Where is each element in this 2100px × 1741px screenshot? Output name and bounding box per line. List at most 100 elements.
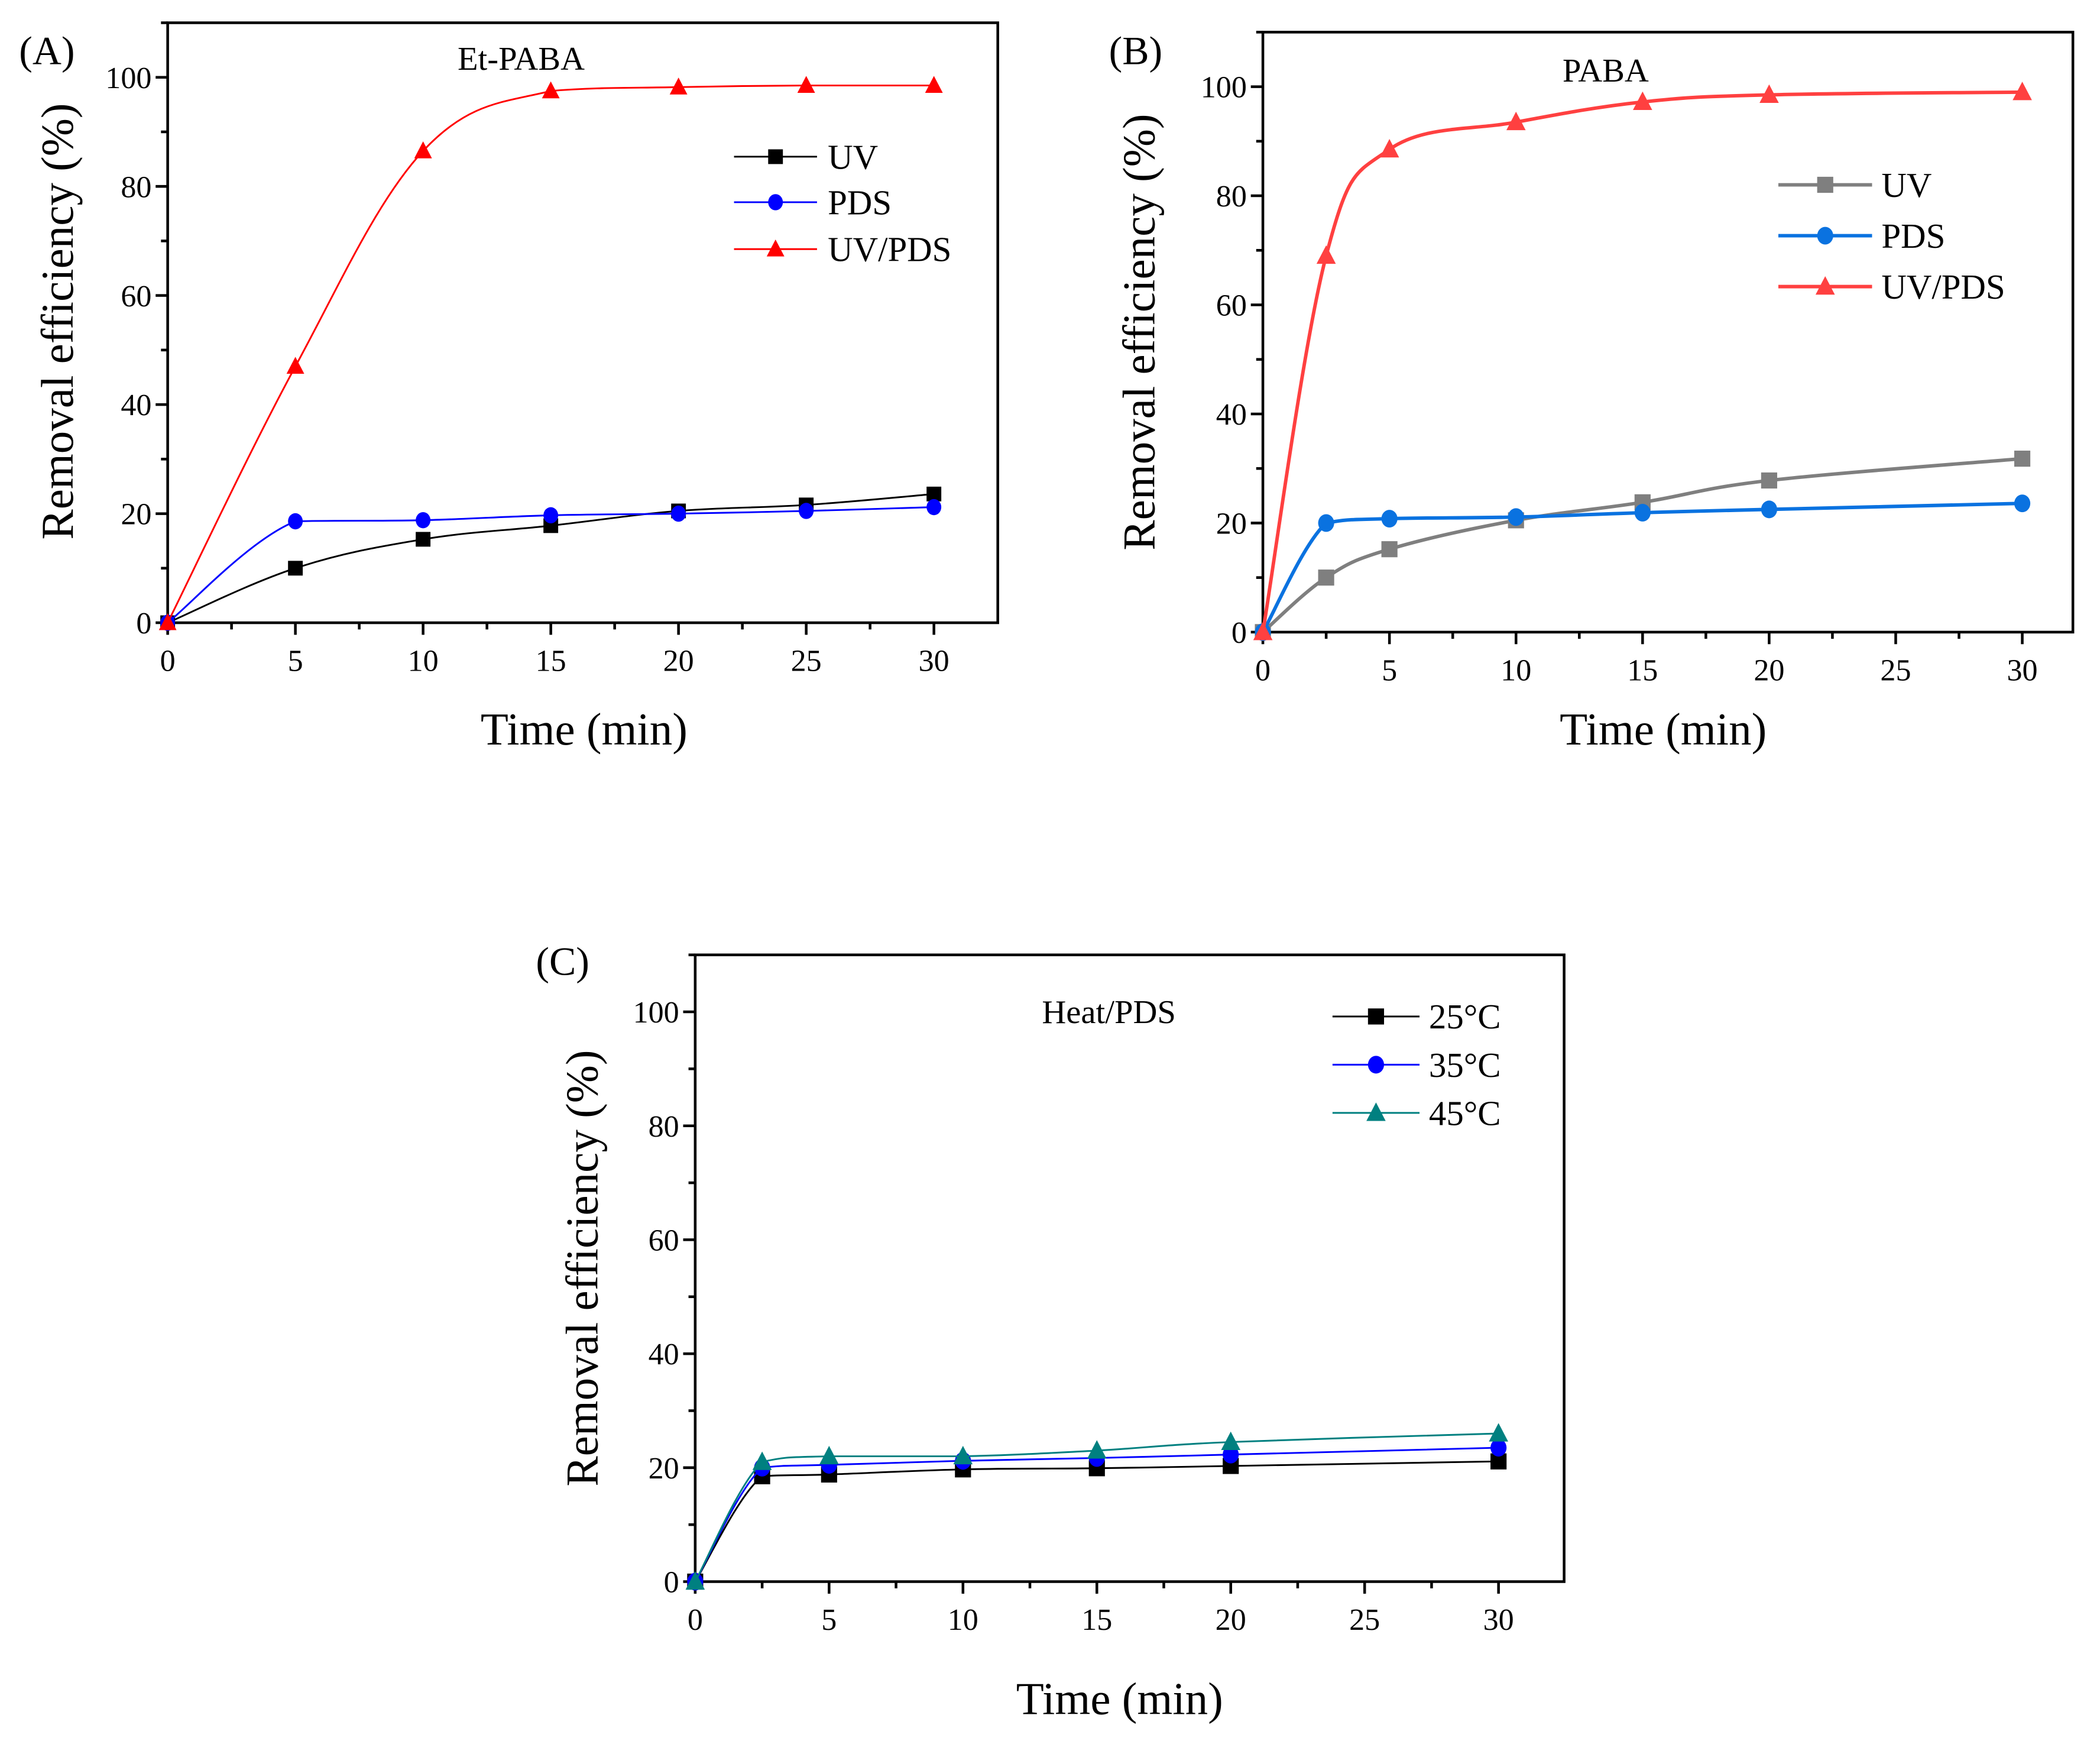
x-tick-label: 0 <box>160 645 176 678</box>
x-tick-label: 30 <box>1483 1603 1514 1637</box>
y-tick-label: 0 <box>1232 616 1247 650</box>
y-tick-label: 100 <box>1201 71 1247 105</box>
x-tick-label: 5 <box>821 1603 837 1637</box>
x-axis-label: Time (min) <box>1560 704 1767 755</box>
chart-title: Heat/PDS <box>1042 994 1175 1031</box>
x-tick-label: 30 <box>2007 653 2037 687</box>
data-point <box>543 507 559 524</box>
data-point <box>799 503 814 519</box>
legend-label: PDS <box>828 183 892 222</box>
data-point <box>1316 245 1336 264</box>
x-tick-label: 0 <box>688 1603 703 1637</box>
y-tick-label: 0 <box>664 1566 679 1600</box>
x-tick-label: 10 <box>408 645 439 678</box>
data-point <box>926 499 942 516</box>
data-point <box>1223 1445 1239 1464</box>
y-axis-label: Removal efficiency (%) <box>557 1050 608 1487</box>
y-tick-label: 100 <box>105 62 151 95</box>
data-point <box>288 561 303 576</box>
data-point <box>1318 514 1334 532</box>
x-axis-label: Time (min) <box>1016 1674 1223 1724</box>
data-point <box>1508 508 1524 526</box>
data-point <box>1761 472 1777 489</box>
legend-label: UV <box>828 138 878 176</box>
data-point <box>797 76 815 93</box>
legend-label: 25°C <box>1429 998 1501 1036</box>
data-point <box>752 1451 772 1470</box>
y-tick-label: 80 <box>121 170 151 204</box>
data-point <box>2014 494 2031 513</box>
y-tick-label: 40 <box>1216 398 1247 432</box>
series-line-uv <box>1262 457 2023 634</box>
data-point <box>1506 111 1526 131</box>
data-point <box>1318 569 1334 586</box>
data-point <box>1759 84 1779 103</box>
data-point <box>1634 503 1651 522</box>
panel-c: (C) Heat/PDS Time (min) Removal efficien… <box>536 939 1566 1724</box>
data-point <box>416 532 431 547</box>
data-point <box>1381 510 1398 528</box>
x-axis-label: Time (min) <box>481 704 688 755</box>
legend-marker <box>1817 226 1833 245</box>
y-tick-label: 20 <box>649 1452 679 1486</box>
data-point <box>158 613 177 630</box>
x-tick-label: 15 <box>1081 1603 1112 1637</box>
x-tick-label: 0 <box>1255 653 1271 687</box>
legend-marker <box>766 240 785 257</box>
x-tick-label: 5 <box>288 645 303 678</box>
legend-label: UV/PDS <box>1881 268 2005 306</box>
legend-marker <box>1815 276 1835 295</box>
panel-b: (B) PABA Time (min) Removal efficiency (… <box>1109 28 2075 755</box>
y-tick-label: 40 <box>649 1338 679 1371</box>
x-tick-label: 20 <box>1754 653 1784 687</box>
x-tick-label: 15 <box>1627 653 1658 687</box>
data-point <box>414 141 432 158</box>
legend-marker <box>1366 1102 1386 1121</box>
legend-marker <box>1367 1056 1385 1074</box>
data-point <box>288 513 303 530</box>
legend-label: UV/PDS <box>828 231 951 269</box>
x-tick-label: 20 <box>663 645 694 678</box>
legend-label: PDS <box>1881 217 1945 255</box>
y-tick-label: 20 <box>1216 507 1247 541</box>
data-point <box>1221 1431 1241 1451</box>
panel-label: (C) <box>536 939 589 984</box>
data-point <box>286 357 304 374</box>
data-point <box>1379 138 1399 158</box>
legend-label: UV <box>1881 166 1932 205</box>
x-tick-label: 10 <box>948 1603 978 1637</box>
data-point <box>1632 91 1652 110</box>
data-point <box>2014 451 2031 467</box>
chart-title: Et-PABA <box>458 41 585 77</box>
panel-label: (B) <box>1109 28 1163 73</box>
x-tick-label: 5 <box>1382 653 1397 687</box>
x-tick-label: 15 <box>536 645 566 678</box>
y-tick-label: 0 <box>136 607 151 640</box>
y-tick-label: 80 <box>1216 180 1247 213</box>
series-line-pds <box>1261 501 2023 633</box>
plot-frame <box>693 953 1566 1583</box>
plot-frame <box>166 21 999 624</box>
y-axis-label: Removal efficiency (%) <box>32 103 83 539</box>
y-tick-label: 60 <box>649 1224 679 1258</box>
x-tick-label: 25 <box>1880 653 1911 687</box>
data-point <box>542 81 560 99</box>
data-point <box>1761 500 1777 519</box>
x-tick-label: 10 <box>1501 653 1531 687</box>
data-point <box>685 1571 705 1590</box>
data-point <box>1489 1423 1508 1442</box>
legend-label: 45°C <box>1429 1094 1501 1132</box>
data-point <box>819 1445 839 1465</box>
data-point <box>1490 1439 1507 1457</box>
data-point <box>416 512 431 529</box>
data-point <box>1253 622 1273 640</box>
data-point <box>953 1445 973 1465</box>
y-tick-label: 60 <box>121 280 151 313</box>
data-point <box>669 77 688 95</box>
chart-title: PABA <box>1563 53 1649 89</box>
data-point <box>2012 82 2032 101</box>
data-point <box>671 505 686 522</box>
x-tick-label: 25 <box>791 645 822 678</box>
y-tick-label: 40 <box>121 389 151 422</box>
y-tick-label: 20 <box>121 498 151 532</box>
